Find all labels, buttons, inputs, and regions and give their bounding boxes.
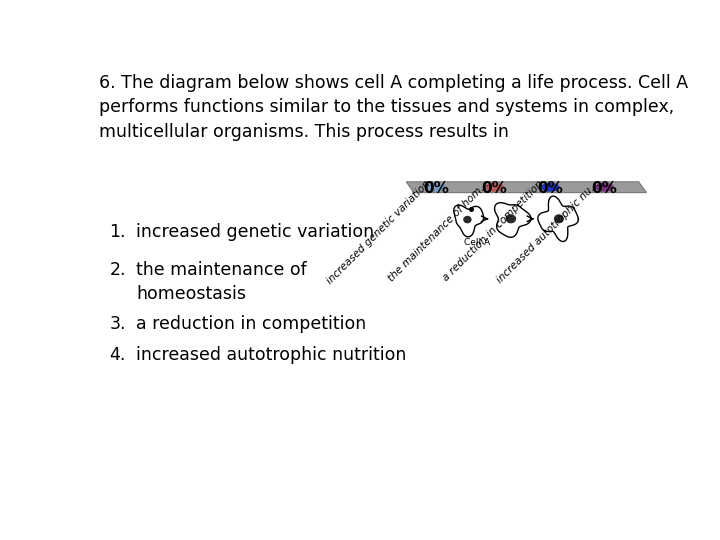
Text: 2.: 2. <box>109 261 126 279</box>
Ellipse shape <box>464 217 471 222</box>
Text: 1.: 1. <box>109 222 126 241</box>
Text: 3.: 3. <box>109 315 126 333</box>
Text: increased genetic variation: increased genetic variation <box>325 179 432 286</box>
Text: 0%: 0% <box>482 181 508 195</box>
Text: increased autotrophic nu...: increased autotrophic nu... <box>495 179 600 285</box>
Text: Cell A: Cell A <box>464 238 490 247</box>
Text: 0%: 0% <box>423 181 449 195</box>
Text: the maintenance of hom...: the maintenance of hom... <box>386 179 491 284</box>
Polygon shape <box>454 205 484 237</box>
Ellipse shape <box>542 184 559 191</box>
Polygon shape <box>495 202 531 237</box>
Text: a reduction in competition: a reduction in competition <box>441 179 545 283</box>
Polygon shape <box>538 196 578 241</box>
Text: increased genetic variation: increased genetic variation <box>137 222 374 241</box>
Ellipse shape <box>554 215 563 222</box>
Text: the maintenance of
homeostasis: the maintenance of homeostasis <box>137 261 307 303</box>
Text: 0%: 0% <box>592 181 618 195</box>
Text: 4.: 4. <box>109 346 126 364</box>
Ellipse shape <box>428 184 445 191</box>
Text: 6. The diagram below shows cell A completing a life process. Cell A
performs fun: 6. The diagram below shows cell A comple… <box>99 74 688 140</box>
Text: 0%: 0% <box>537 181 563 195</box>
Ellipse shape <box>486 184 503 191</box>
Ellipse shape <box>506 215 516 222</box>
Ellipse shape <box>596 184 613 191</box>
Polygon shape <box>406 182 647 193</box>
Text: increased autotrophic nutrition: increased autotrophic nutrition <box>137 346 407 364</box>
Text: a reduction in competition: a reduction in competition <box>137 315 366 333</box>
